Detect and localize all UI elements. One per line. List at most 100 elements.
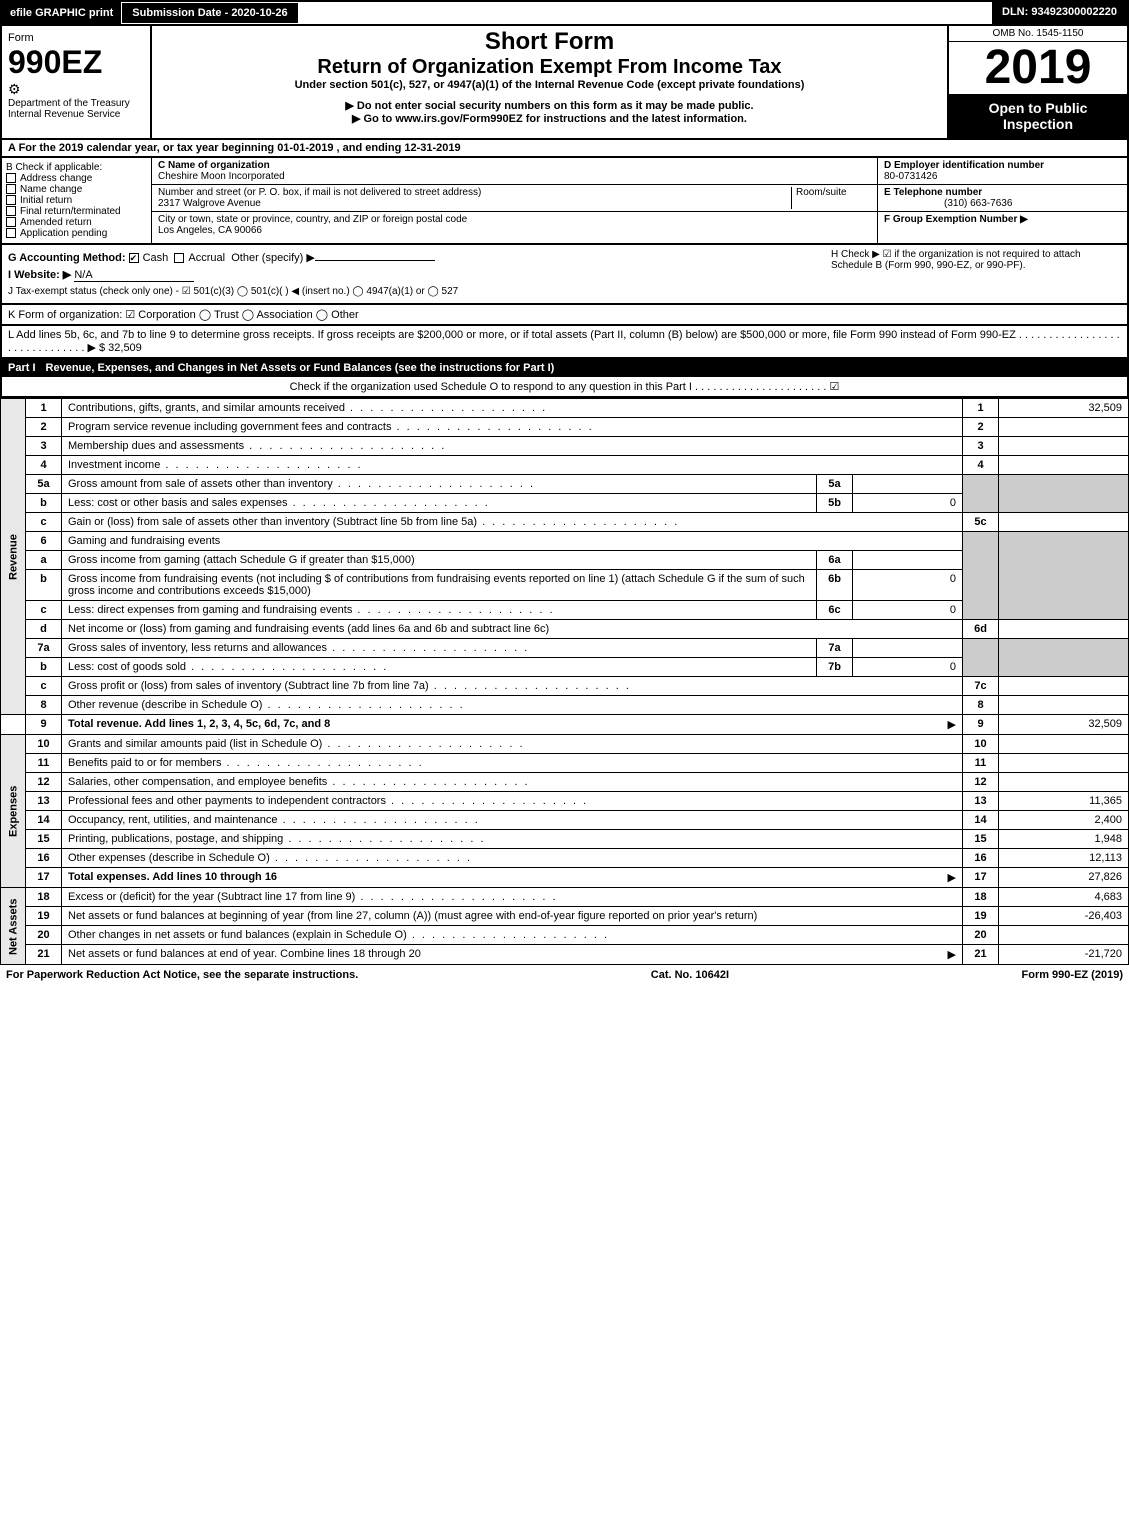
chk-amended[interactable] (6, 217, 16, 227)
line-1-num: 1 (26, 399, 62, 418)
line-7b-sub: 7b (817, 658, 853, 677)
lbl-address-change: Address change (20, 173, 92, 184)
chk-pending[interactable] (6, 228, 16, 238)
name-label: C Name of organization (158, 160, 270, 171)
chk-final[interactable] (6, 206, 16, 216)
shade-5 (963, 475, 999, 513)
chk-accrual[interactable] (174, 253, 184, 263)
line-18-rnum: 18 (963, 888, 999, 907)
line-6c-subamt: 0 (853, 601, 963, 620)
line-17-amt: 27,826 (999, 868, 1129, 888)
line-19-num: 19 (26, 907, 62, 926)
line-17-txt: Total expenses. Add lines 10 through 16 (68, 871, 277, 883)
h-box: H Check ▶ ☑ if the organization is not r… (821, 249, 1121, 299)
chk-address[interactable] (6, 173, 16, 183)
line-8-rnum: 8 (963, 696, 999, 715)
col-c: C Name of organization Cheshire Moon Inc… (152, 158, 877, 243)
city-label: City or town, state or province, country… (158, 214, 467, 225)
i-label: I Website: ▶ (8, 269, 71, 281)
line-16-num: 16 (26, 849, 62, 868)
line-12-num: 12 (26, 773, 62, 792)
part1-num: Part I (8, 362, 36, 374)
line-4-rnum: 4 (963, 456, 999, 475)
line-9-rnum: 9 (963, 715, 999, 735)
line-13-amt: 11,365 (999, 792, 1129, 811)
line-6b-sub: 6b (817, 570, 853, 601)
line-5c-txt: Gain or (loss) from sale of assets other… (62, 513, 963, 532)
lbl-name-change: Name change (20, 184, 82, 195)
goto-link[interactable]: ▶ Go to www.irs.gov/Form990EZ for instru… (162, 112, 937, 125)
col-d: D Employer identification number 80-0731… (877, 158, 1127, 243)
line-15-amt: 1,948 (999, 830, 1129, 849)
line-6d-txt: Net income or (loss) from gaming and fun… (62, 620, 963, 639)
line-5c-rnum: 5c (963, 513, 999, 532)
arrow-9: ▶ (948, 718, 956, 731)
k-line: K Form of organization: ☑ Corporation ◯ … (0, 305, 1129, 326)
chk-initial[interactable] (6, 195, 16, 205)
line-5b-subamt: 0 (853, 494, 963, 513)
ein-value: 80-0731426 (884, 171, 937, 182)
line-6a-num: a (26, 551, 62, 570)
chk-name[interactable] (6, 184, 16, 194)
line-6c-num: c (26, 601, 62, 620)
open-to-public: Open to Public Inspection (949, 94, 1127, 138)
line-15-txt: Printing, publications, postage, and shi… (62, 830, 963, 849)
line-9-txt: Total revenue. Add lines 1, 2, 3, 4, 5c,… (68, 718, 330, 730)
footer-mid: Cat. No. 10642I (651, 969, 729, 981)
line-4-txt: Investment income (62, 456, 963, 475)
org-name: Cheshire Moon Incorporated (158, 171, 285, 182)
line-5b-txt: Less: cost or other basis and sales expe… (62, 494, 817, 513)
line-18-num: 18 (26, 888, 62, 907)
line-13-txt: Professional fees and other payments to … (62, 792, 963, 811)
lines-table: Revenue 1 Contributions, gifts, grants, … (0, 398, 1129, 965)
line-6d-rnum: 6d (963, 620, 999, 639)
line-7b-subamt: 0 (853, 658, 963, 677)
lbl-initial-return: Initial return (20, 195, 72, 206)
line-15-rnum: 15 (963, 830, 999, 849)
chk-cash[interactable] (129, 253, 139, 263)
footer-right: Form 990-EZ (2019) (1022, 969, 1123, 981)
tax-year: 2019 (949, 42, 1127, 94)
line-5b-num: b (26, 494, 62, 513)
info-box: B Check if applicable: Address change Na… (0, 158, 1129, 245)
line-2-num: 2 (26, 418, 62, 437)
line-1-rnum: 1 (963, 399, 999, 418)
line-7a-txt: Gross sales of inventory, less returns a… (62, 639, 817, 658)
shade-7 (963, 639, 999, 677)
line-14-num: 14 (26, 811, 62, 830)
lbl-pending: Application pending (20, 228, 107, 239)
line-7b-txt: Less: cost of goods sold (62, 658, 817, 677)
line-6d-amt (999, 620, 1129, 639)
shade-6-amt (999, 532, 1129, 620)
line-6c-txt: Less: direct expenses from gaming and fu… (62, 601, 817, 620)
line-7a-sub: 7a (817, 639, 853, 658)
line-11-num: 11 (26, 754, 62, 773)
line-5c-num: c (26, 513, 62, 532)
line-3-num: 3 (26, 437, 62, 456)
line-17-num: 17 (26, 868, 62, 888)
lbl-final-return: Final return/terminated (20, 206, 121, 217)
side-expenses: Expenses (1, 735, 26, 888)
dept-treasury: Department of the Treasury (8, 98, 144, 109)
line-21-amt: -21,720 (999, 945, 1129, 965)
line-8-amt (999, 696, 1129, 715)
line-14-amt: 2,400 (999, 811, 1129, 830)
room-label: Room/suite (791, 187, 871, 209)
line-10-amt (999, 735, 1129, 754)
lbl-cash: Cash (143, 252, 169, 264)
line-6a-subamt (853, 551, 963, 570)
efile-label: efile GRAPHIC print (2, 2, 121, 24)
line-5a-num: 5a (26, 475, 62, 494)
line-12-rnum: 12 (963, 773, 999, 792)
line-11-amt (999, 754, 1129, 773)
line-1-amt: 32,509 (999, 399, 1129, 418)
line-11-rnum: 11 (963, 754, 999, 773)
line-5a-txt: Gross amount from sale of assets other t… (62, 475, 817, 494)
line-15-num: 15 (26, 830, 62, 849)
lbl-accrual: Accrual (188, 252, 225, 264)
line-21-txt: Net assets or fund balances at end of ye… (68, 948, 421, 960)
line-20-txt: Other changes in net assets or fund bala… (62, 926, 963, 945)
street-value: 2317 Walgrove Avenue (158, 198, 261, 209)
line-13-rnum: 13 (963, 792, 999, 811)
line-7a-num: 7a (26, 639, 62, 658)
